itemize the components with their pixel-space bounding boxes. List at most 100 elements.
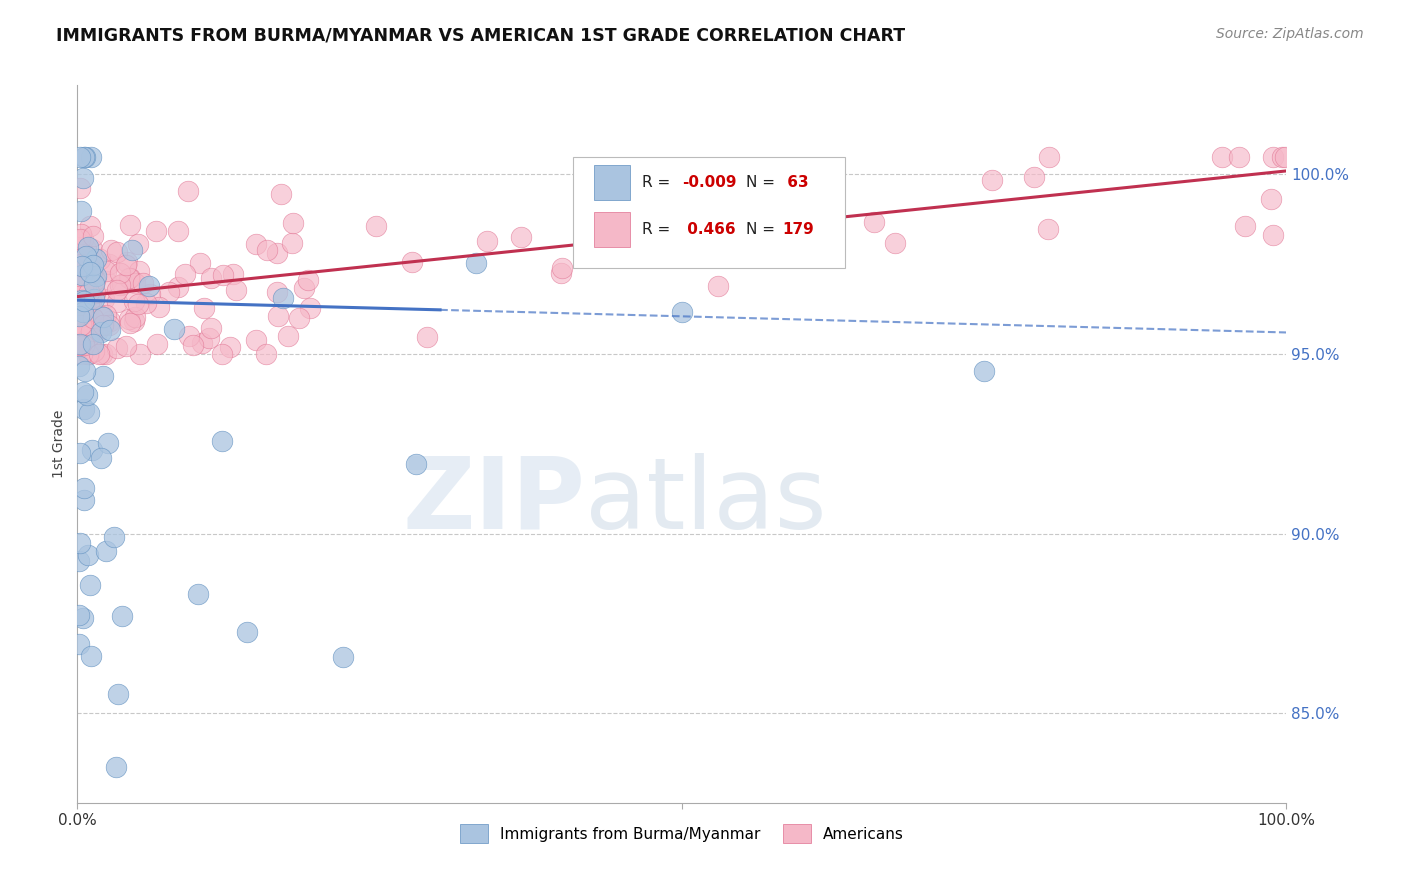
Point (77, 252, 100, 266)
Point (69, 332, 91, 346)
Point (70, 285, 93, 299)
Point (100, 243, 122, 257)
Point (82, 267, 104, 281)
Point (1227, 150, 1250, 164)
Text: Source: ZipAtlas.com: Source: ZipAtlas.com (1216, 27, 1364, 41)
Point (69, 445, 91, 459)
Point (76, 306, 98, 320)
Point (72, 334, 94, 349)
Point (105, 341, 128, 355)
Point (107, 244, 129, 259)
Point (67, 295, 90, 310)
Point (75, 325, 97, 339)
Point (623, 246, 645, 260)
Point (118, 271, 141, 285)
Point (67, 608, 90, 623)
Point (266, 246, 288, 260)
Point (97, 436, 120, 450)
Point (67, 359, 90, 373)
Point (70, 315, 93, 329)
Point (1260, 192, 1282, 206)
Point (72, 171, 94, 186)
Point (111, 277, 134, 291)
Point (77, 329, 100, 343)
Point (96, 544, 118, 558)
Text: 0.466: 0.466 (682, 222, 735, 236)
Point (193, 301, 215, 315)
Point (364, 219, 387, 234)
Point (80, 243, 103, 257)
Point (70, 259, 93, 273)
Point (73, 150, 96, 164)
Point (83, 343, 105, 358)
Point (145, 224, 167, 238)
Point (90, 325, 112, 339)
Point (91, 347, 114, 361)
Point (90, 451, 112, 466)
Point (135, 296, 157, 310)
Point (69, 321, 91, 335)
Point (73, 250, 96, 264)
Point (67, 302, 90, 317)
Point (77, 347, 100, 361)
Text: R =: R = (643, 222, 675, 236)
Point (254, 347, 277, 361)
Point (127, 297, 149, 311)
Point (105, 283, 128, 297)
Point (82, 317, 104, 331)
Point (1274, 150, 1296, 164)
Point (120, 316, 142, 330)
Point (122, 294, 145, 309)
Point (69, 203, 91, 218)
Point (973, 364, 995, 378)
Point (245, 236, 267, 251)
Point (80, 263, 103, 277)
Point (157, 285, 180, 299)
Point (775, 177, 797, 191)
Point (72, 318, 94, 333)
Point (80, 254, 103, 268)
Point (821, 207, 844, 221)
FancyBboxPatch shape (574, 157, 845, 268)
Point (103, 530, 125, 544)
Point (75, 282, 97, 296)
Point (67, 274, 90, 288)
Point (70, 293, 93, 308)
Text: 179: 179 (782, 222, 814, 236)
Point (77, 240, 100, 254)
Point (198, 331, 221, 345)
Point (67, 258, 90, 272)
Point (266, 285, 288, 299)
Point (332, 649, 354, 664)
Point (80, 254, 103, 268)
Point (73, 481, 96, 495)
Point (69, 232, 91, 246)
Y-axis label: 1st Grade: 1st Grade (52, 409, 66, 478)
Point (1261, 227, 1284, 242)
Point (138, 279, 160, 293)
Point (79, 578, 101, 592)
Text: N =: N = (747, 222, 780, 236)
Point (72, 305, 94, 319)
Point (67, 278, 90, 293)
Point (69, 337, 91, 351)
Point (509, 230, 531, 244)
Point (98, 257, 121, 271)
Point (82, 336, 104, 351)
Text: R =: R = (643, 175, 675, 190)
Point (70, 257, 93, 271)
Point (80, 150, 103, 164)
Point (124, 276, 146, 290)
Point (620, 199, 643, 213)
Point (77, 549, 100, 563)
Point (93, 293, 115, 307)
Point (108, 266, 131, 280)
Point (1038, 150, 1060, 164)
Point (72, 611, 94, 625)
Point (79, 285, 101, 299)
Point (72, 260, 94, 275)
Point (72, 325, 94, 339)
Point (120, 271, 142, 285)
Text: atlas: atlas (585, 453, 827, 549)
Point (551, 260, 574, 275)
